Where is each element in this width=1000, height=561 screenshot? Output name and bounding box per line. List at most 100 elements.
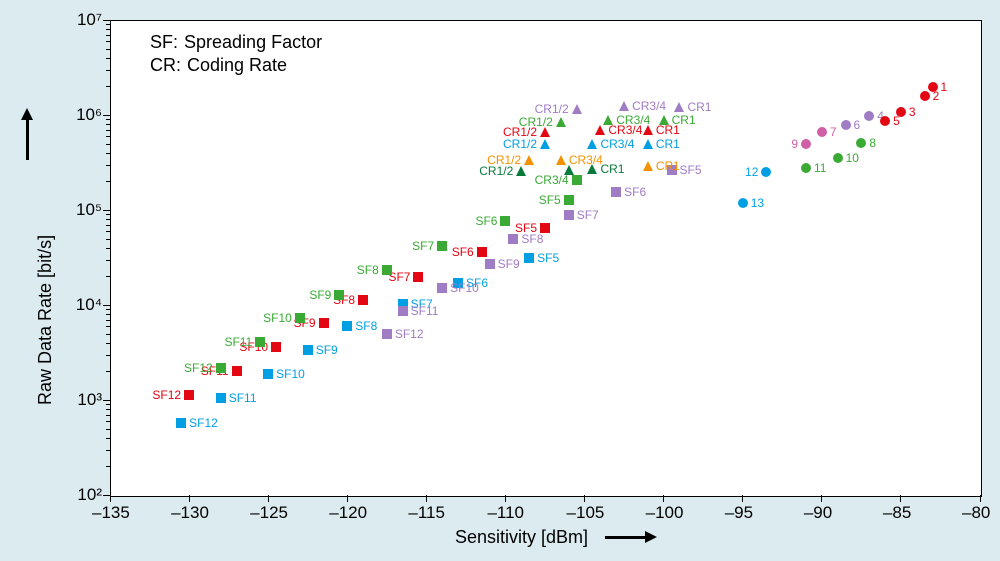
y-minor-tick	[106, 49, 110, 50]
data-point	[556, 155, 566, 165]
point-label: 6	[854, 119, 861, 131]
point-label: SF9	[309, 289, 331, 301]
data-point	[817, 127, 827, 137]
marker-square	[485, 259, 495, 269]
point-label: 13	[751, 197, 764, 209]
marker-square	[303, 345, 313, 355]
x-tick	[821, 495, 822, 502]
marker-circle	[801, 163, 811, 173]
y-minor-tick	[106, 309, 110, 310]
x-tick-label: –80	[962, 503, 990, 523]
y-tick-label: 10²	[62, 485, 102, 505]
y-minor-tick	[106, 119, 110, 120]
point-label: SF12	[189, 417, 218, 429]
data-point	[255, 337, 265, 347]
y-minor-tick	[106, 409, 110, 410]
marker-triangle	[643, 139, 653, 149]
y-minor-tick	[106, 70, 110, 71]
marker-triangle	[643, 161, 653, 171]
y-minor-tick	[106, 343, 110, 344]
data-point	[864, 111, 874, 121]
x-axis-label: Sensitivity [dBm]	[455, 527, 588, 548]
y-minor-tick	[106, 466, 110, 467]
data-point	[587, 139, 597, 149]
marker-square	[255, 337, 265, 347]
legend-prefix: CR:	[150, 55, 181, 75]
point-label: SF9	[316, 344, 338, 356]
y-tick-label: 10⁵	[62, 200, 102, 220]
point-label: SF6	[475, 215, 497, 227]
point-label: 8	[869, 137, 876, 149]
point-label: CR3/4	[600, 138, 634, 150]
marker-square	[611, 187, 621, 197]
data-point	[516, 166, 526, 176]
data-point	[500, 216, 510, 226]
marker-circle	[817, 127, 827, 137]
data-point	[382, 329, 392, 339]
point-label: SF5	[680, 164, 702, 176]
point-label: SF6	[624, 186, 646, 198]
y-minor-tick	[106, 29, 110, 30]
data-point	[176, 418, 186, 428]
data-point	[761, 167, 771, 177]
marker-circle	[864, 111, 874, 121]
marker-square	[564, 210, 574, 220]
point-label: SF10	[263, 312, 292, 324]
x-tick-label: –110	[487, 503, 524, 523]
point-label: SF7	[412, 240, 434, 252]
point-label: 2	[933, 90, 940, 102]
data-point	[319, 318, 329, 328]
x-axis-arrow	[605, 536, 645, 539]
data-point	[603, 115, 613, 125]
data-point	[674, 102, 684, 112]
data-point	[801, 139, 811, 149]
point-label: CR3/4	[632, 100, 666, 112]
marker-circle	[761, 167, 771, 177]
marker-circle	[841, 120, 851, 130]
marker-triangle	[659, 115, 669, 125]
y-minor-tick	[106, 181, 110, 182]
y-axis-label: Raw Data Rate [bit/s]	[35, 235, 56, 405]
point-label: CR1	[687, 101, 711, 113]
x-tick-label: –135	[92, 503, 130, 523]
y-axis-arrow	[26, 120, 29, 160]
y-tick-label: 10³	[62, 390, 102, 410]
point-label: SF8	[355, 320, 377, 332]
marker-square	[358, 295, 368, 305]
data-point	[738, 198, 748, 208]
marker-square	[572, 175, 582, 185]
marker-square	[319, 318, 329, 328]
data-point	[477, 247, 487, 257]
data-point	[342, 321, 352, 331]
y-minor-tick	[106, 136, 110, 137]
point-label: CR3/4	[616, 114, 650, 126]
point-label: 10	[846, 152, 859, 164]
y-minor-tick	[106, 130, 110, 131]
data-point	[216, 393, 226, 403]
x-tick-label: –85	[883, 503, 911, 523]
data-point	[619, 101, 629, 111]
y-minor-tick	[106, 231, 110, 232]
marker-square	[382, 329, 392, 339]
point-label: SF11	[224, 336, 252, 348]
x-tick	[663, 495, 664, 502]
legend-prefix: SF:	[150, 32, 178, 52]
y-minor-tick	[106, 276, 110, 277]
x-tick	[742, 495, 743, 502]
data-point	[216, 363, 226, 373]
data-point	[437, 283, 447, 293]
legend-text: Spreading Factor	[184, 32, 322, 52]
point-label: 7	[830, 126, 837, 138]
point-label: SF10	[276, 368, 305, 380]
marker-square	[398, 306, 408, 316]
data-point	[920, 91, 930, 101]
data-point	[564, 210, 574, 220]
point-label: CR1/2	[535, 103, 569, 115]
x-tick	[110, 495, 111, 502]
point-label: CR1	[672, 114, 696, 126]
y-minor-tick	[106, 153, 110, 154]
data-point	[595, 125, 605, 135]
y-tick	[103, 210, 110, 211]
y-minor-tick	[106, 355, 110, 356]
marker-circle	[856, 138, 866, 148]
